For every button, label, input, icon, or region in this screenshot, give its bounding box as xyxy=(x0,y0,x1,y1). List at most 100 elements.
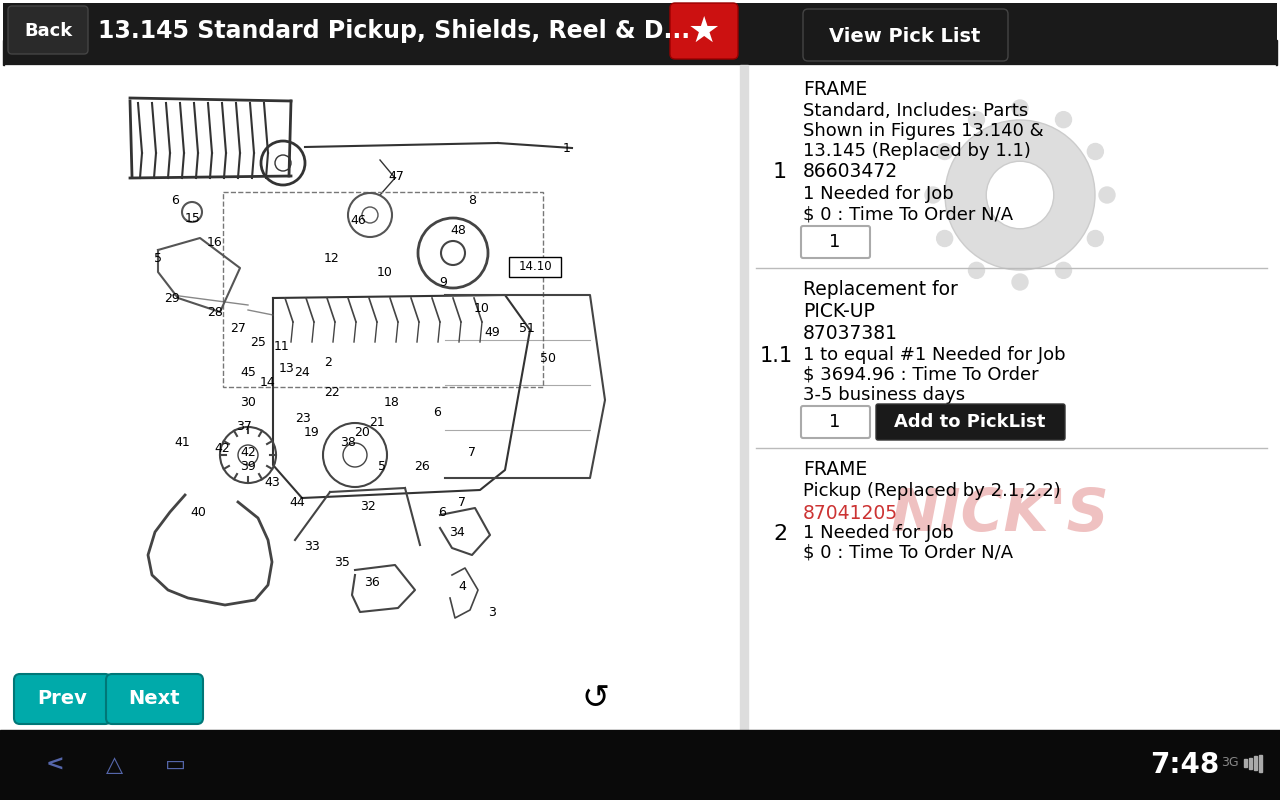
Text: 14: 14 xyxy=(260,375,276,389)
Bar xyxy=(3,40,1277,65)
FancyBboxPatch shape xyxy=(801,226,870,258)
Text: 11: 11 xyxy=(274,341,289,354)
Text: View Pick List: View Pick List xyxy=(829,26,980,46)
Text: 1 Needed for Job: 1 Needed for Job xyxy=(803,524,954,542)
Text: 40: 40 xyxy=(189,506,206,518)
Text: 9: 9 xyxy=(439,277,447,290)
Text: 1: 1 xyxy=(829,413,841,431)
Text: NICK'S: NICK'S xyxy=(891,486,1110,543)
Text: 47: 47 xyxy=(388,170,404,183)
Text: 24: 24 xyxy=(294,366,310,378)
FancyBboxPatch shape xyxy=(106,674,204,724)
Text: 13.145 (Replaced by 1.1): 13.145 (Replaced by 1.1) xyxy=(803,142,1030,160)
Text: 15: 15 xyxy=(186,211,201,225)
Circle shape xyxy=(969,112,984,128)
Text: Back: Back xyxy=(24,22,72,40)
Circle shape xyxy=(1087,230,1103,246)
Text: 38: 38 xyxy=(340,437,356,450)
Text: 35: 35 xyxy=(334,555,349,569)
Text: 42: 42 xyxy=(214,442,230,454)
Bar xyxy=(1249,758,1252,769)
Bar xyxy=(1260,755,1262,772)
Text: ★: ★ xyxy=(687,15,721,49)
Bar xyxy=(223,192,543,387)
Text: 37: 37 xyxy=(236,421,252,434)
Text: 18: 18 xyxy=(384,395,399,409)
Circle shape xyxy=(1012,100,1028,116)
FancyBboxPatch shape xyxy=(0,0,1280,734)
Circle shape xyxy=(937,143,952,159)
Text: 51: 51 xyxy=(520,322,535,334)
Text: 7:48: 7:48 xyxy=(1151,751,1220,779)
Text: 86603472: 86603472 xyxy=(803,162,899,181)
Circle shape xyxy=(945,120,1094,270)
Text: 46: 46 xyxy=(351,214,366,226)
Text: 7: 7 xyxy=(468,446,476,458)
Text: FRAME: FRAME xyxy=(803,460,868,479)
Text: 33: 33 xyxy=(305,541,320,554)
Circle shape xyxy=(1012,274,1028,290)
Text: 20: 20 xyxy=(355,426,370,438)
Text: 22: 22 xyxy=(324,386,340,399)
Text: Standard, Includes: Parts: Standard, Includes: Parts xyxy=(803,102,1028,120)
Text: 49: 49 xyxy=(484,326,500,339)
Text: 87041205: 87041205 xyxy=(803,504,899,523)
Text: 87037381: 87037381 xyxy=(803,324,899,343)
FancyBboxPatch shape xyxy=(803,9,1009,61)
FancyBboxPatch shape xyxy=(509,257,561,277)
Bar xyxy=(118,73,303,208)
Text: 4: 4 xyxy=(458,581,466,594)
Text: $ 0 : Time To Order N/A: $ 0 : Time To Order N/A xyxy=(803,544,1014,562)
Text: 29: 29 xyxy=(164,291,180,305)
Text: 41: 41 xyxy=(174,437,189,450)
Text: Shown in Figures 13.140 &: Shown in Figures 13.140 & xyxy=(803,122,1043,140)
Text: 10: 10 xyxy=(378,266,393,278)
FancyBboxPatch shape xyxy=(14,674,111,724)
Text: 1.1: 1.1 xyxy=(760,346,794,366)
Text: Pickup (Replaced by 2.1,2.2): Pickup (Replaced by 2.1,2.2) xyxy=(803,482,1061,500)
Text: 26: 26 xyxy=(415,461,430,474)
Text: 3-5 business days: 3-5 business days xyxy=(803,386,965,404)
Text: 3G: 3G xyxy=(1221,755,1239,769)
Text: 12: 12 xyxy=(324,251,340,265)
Circle shape xyxy=(1056,112,1071,128)
Text: 14.10: 14.10 xyxy=(518,261,552,274)
Bar xyxy=(740,65,748,730)
Text: 3: 3 xyxy=(488,606,495,618)
Text: FRAME: FRAME xyxy=(803,80,868,99)
Text: $ 3694.96 : Time To Order: $ 3694.96 : Time To Order xyxy=(803,366,1038,384)
Text: 42: 42 xyxy=(241,446,256,458)
Bar xyxy=(0,730,1280,800)
Text: 7: 7 xyxy=(458,495,466,509)
Text: 13: 13 xyxy=(279,362,294,374)
Text: 28: 28 xyxy=(207,306,223,318)
Text: 5: 5 xyxy=(378,461,387,474)
Text: △: △ xyxy=(106,755,124,775)
FancyBboxPatch shape xyxy=(669,3,739,59)
Text: 21: 21 xyxy=(369,415,385,429)
Text: 16: 16 xyxy=(207,235,223,249)
Circle shape xyxy=(1100,187,1115,203)
Circle shape xyxy=(937,230,952,246)
Text: 5: 5 xyxy=(154,251,163,265)
Text: 1: 1 xyxy=(563,142,571,154)
Bar xyxy=(1244,759,1247,767)
Text: 32: 32 xyxy=(360,501,376,514)
Text: 30: 30 xyxy=(241,395,256,409)
Text: 43: 43 xyxy=(264,475,280,489)
Bar xyxy=(1254,756,1257,770)
Text: 6: 6 xyxy=(172,194,179,206)
Bar xyxy=(562,673,630,725)
Text: $ 0 : Time To Order N/A: $ 0 : Time To Order N/A xyxy=(803,205,1014,223)
Text: Replacement for: Replacement for xyxy=(803,280,957,299)
Circle shape xyxy=(1056,262,1071,278)
Text: 50: 50 xyxy=(540,351,556,365)
Text: 19: 19 xyxy=(305,426,320,439)
Text: 1: 1 xyxy=(773,162,787,182)
Text: <: < xyxy=(46,755,64,775)
Text: 23: 23 xyxy=(296,411,311,425)
Text: 1: 1 xyxy=(829,233,841,251)
FancyBboxPatch shape xyxy=(801,406,870,438)
Text: 34: 34 xyxy=(449,526,465,538)
Text: ↺: ↺ xyxy=(582,682,611,715)
